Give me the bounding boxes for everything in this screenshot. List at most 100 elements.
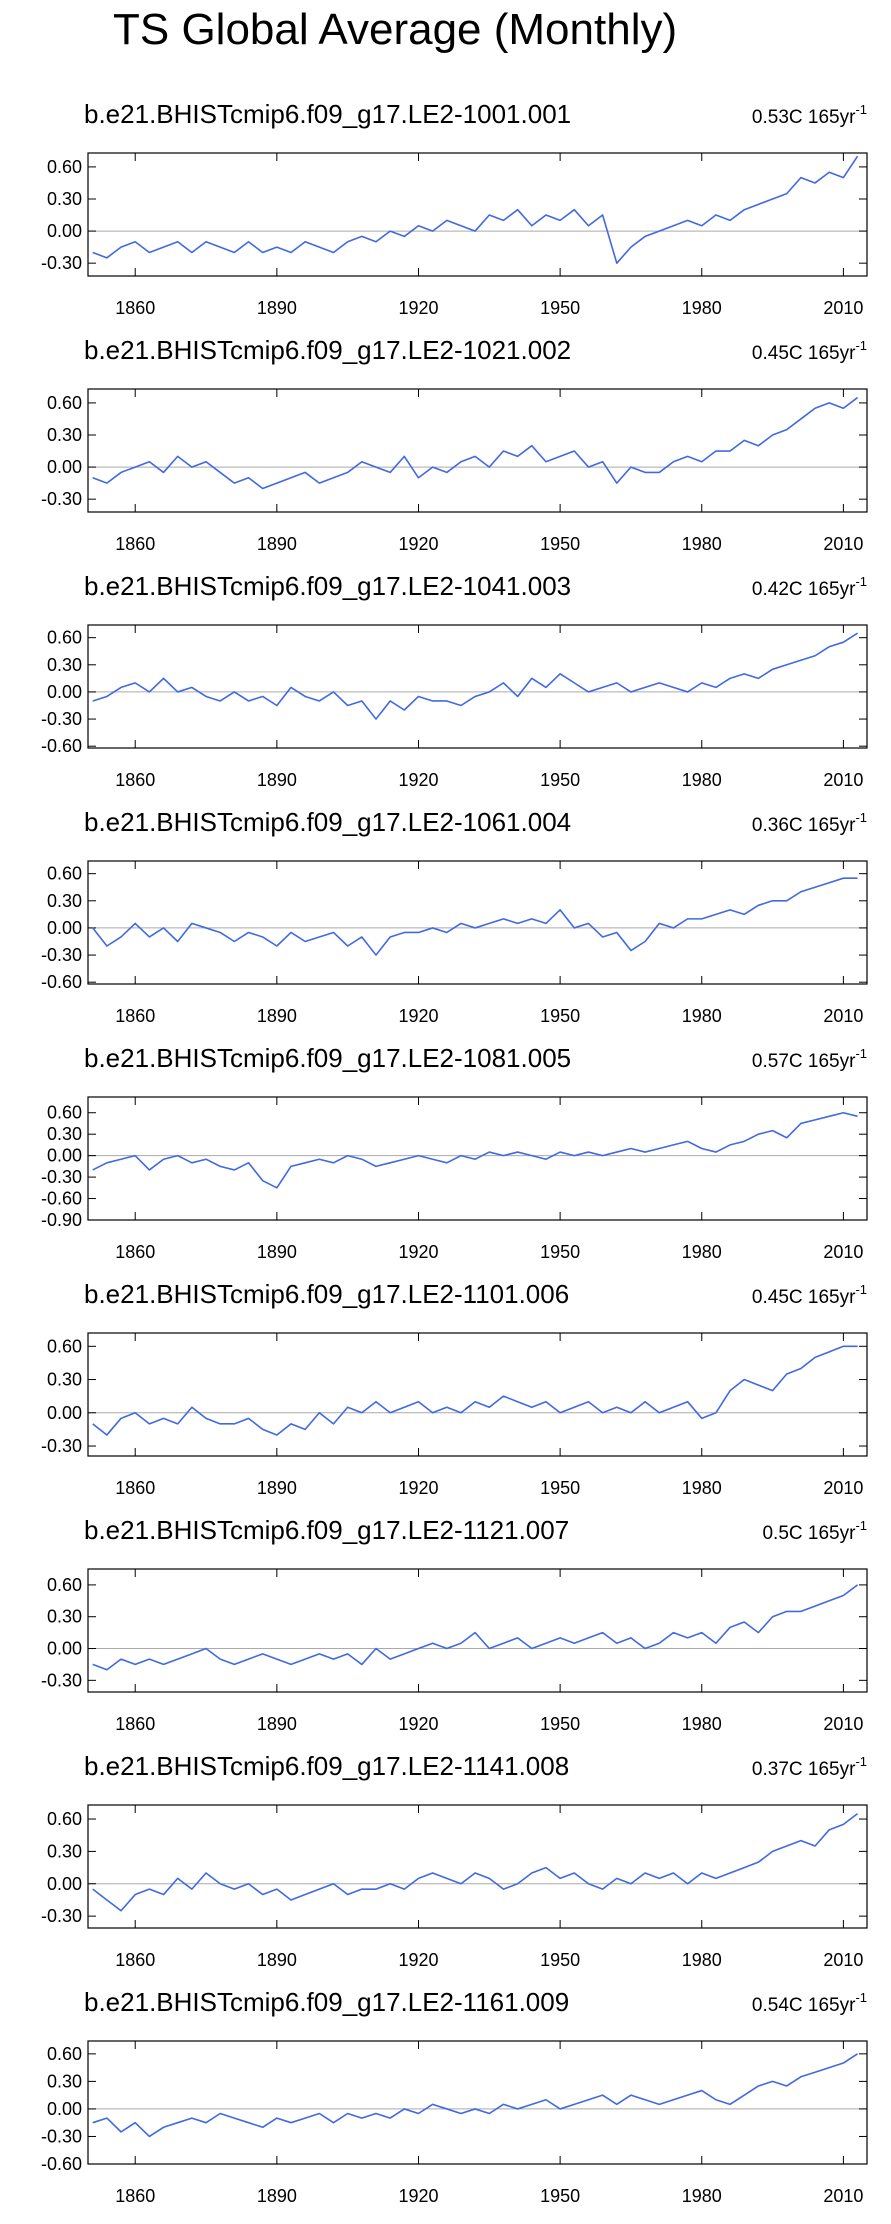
trend-text: 0.53C 165yr [752,107,856,128]
trend-exponent: -1 [855,1754,867,1769]
x-tick-label: 1980 [682,1478,722,1498]
x-tick-label: 1950 [540,534,580,554]
y-tick-label: 0.30 [47,655,82,675]
y-tick-label: 0.00 [47,1403,82,1423]
y-tick-label: 0.60 [47,157,82,177]
x-tick-label: 1980 [682,534,722,554]
data-line [92,1345,858,1436]
panel-title: b.e21.BHISTcmip6.f09_g17.LE2-1081.005 [84,1043,571,1073]
x-tick-label: 1920 [398,1006,438,1026]
x-tick-label: 1920 [398,1242,438,1262]
x-tick-label: 1860 [115,534,155,554]
y-tick-label: 0.60 [47,1575,82,1595]
y-tick-label: -0.60 [41,1189,82,1209]
trend-label: 0.36C 165yr-1 [752,810,867,836]
trend-text: 0.54C 165yr [752,1995,856,2016]
x-tick-label: 1860 [115,298,155,318]
trend-exponent: -1 [855,1046,867,1061]
panel: b.e21.BHISTcmip6.f09_g17.LE2-1161.009 0.5… [41,1987,868,2206]
x-tick-label: 1890 [257,1006,297,1026]
x-tick-label: 1950 [540,1714,580,1734]
y-tick-label: 0.60 [47,1809,82,1829]
x-tick-label: 2010 [823,298,863,318]
x-tick-label: 2010 [823,1006,863,1026]
y-tick-label: -0.60 [41,972,82,992]
y-tick-label: 0.00 [47,918,82,938]
trend-label: 0.53C 165yr-1 [752,102,867,128]
x-tick-label: 1950 [540,1950,580,1970]
x-tick-label: 1860 [115,1006,155,1026]
y-tick-label: 0.30 [47,425,82,445]
trend-exponent: -1 [855,1282,867,1297]
x-tick-label: 1890 [257,1714,297,1734]
plot-frame [87,1332,868,1457]
y-tick-label: 0.00 [47,1639,82,1659]
x-tick-label: 1920 [398,770,438,790]
trend-label: 0.54C 165yr-1 [752,1990,867,2016]
y-tick-label: 0.30 [47,1607,82,1627]
x-tick-label: 1980 [682,1950,722,1970]
trend-text: 0.37C 165yr [752,1759,856,1780]
y-tick-label: 0.00 [47,1874,82,1894]
trend-label: 0.57C 165yr-1 [752,1046,867,1072]
x-tick-label: 1950 [540,298,580,318]
trend-exponent: -1 [855,574,867,589]
data-line [92,1812,859,1912]
trend-text: 0.45C 165yr [752,1287,856,1308]
y-tick-label: -0.30 [41,1436,82,1456]
y-tick-label: 0.00 [47,2099,82,2119]
y-tick-label: -0.30 [41,489,82,509]
x-tick-label: 1920 [398,1478,438,1498]
y-tick-label: 0.30 [47,2071,82,2091]
panel: b.e21.BHISTcmip6.f09_g17.LE2-1121.007 0.5… [41,1515,868,1734]
y-tick-label: 0.60 [47,2044,82,2064]
x-tick-label: 1890 [257,1478,297,1498]
y-tick-label: -0.30 [41,945,82,965]
x-tick-label: 1950 [540,1478,580,1498]
data-line [92,877,858,956]
data-line [92,2053,858,2138]
plot-frame [87,1804,868,1929]
x-tick-label: 1920 [398,2186,438,2206]
x-tick-label: 1860 [115,1242,155,1262]
trend-label: 0.42C 165yr-1 [752,574,867,600]
panel-title: b.e21.BHISTcmip6.f09_g17.LE2-1121.007 [84,1515,569,1545]
y-tick-label: -0.60 [41,2154,82,2174]
x-tick-label: 1920 [398,1714,438,1734]
panel: b.e21.BHISTcmip6.f09_g17.LE2-1041.003 0.4… [41,571,868,790]
y-tick-label: 0.60 [47,628,82,648]
x-tick-label: 1860 [115,1714,155,1734]
y-tick-label: 0.30 [47,1841,82,1861]
trend-text: 0.5C 165yr [762,1523,856,1544]
plot-frame [87,1568,868,1693]
panel: b.e21.BHISTcmip6.f09_g17.LE2-1101.006 0.4… [41,1279,868,1498]
y-tick-label: 0.30 [47,891,82,911]
y-tick-label: 0.30 [47,1370,82,1390]
x-tick-label: 2010 [823,770,863,790]
x-tick-label: 1920 [398,1950,438,1970]
panel: b.e21.BHISTcmip6.f09_g17.LE2-1021.002 0.4… [41,335,868,554]
panel-title: b.e21.BHISTcmip6.f09_g17.LE2-1041.003 [84,571,571,601]
y-tick-label: -0.30 [41,1906,82,1926]
panel-title: b.e21.BHISTcmip6.f09_g17.LE2-1141.008 [84,1751,569,1781]
y-tick-label: -0.60 [41,736,82,756]
x-tick-label: 1890 [257,1242,297,1262]
data-line [92,155,859,264]
y-tick-label: -0.90 [41,1210,82,1230]
data-line [92,632,858,720]
y-tick-label: 0.00 [47,682,82,702]
trend-text: 0.42C 165yr [752,579,856,600]
trend-text: 0.36C 165yr [752,815,856,836]
trend-label: 0.45C 165yr-1 [752,1282,867,1308]
panel-title: b.e21.BHISTcmip6.f09_g17.LE2-1001.001 [84,99,571,129]
plot-frame [87,860,868,985]
y-tick-label: 0.00 [47,1146,82,1166]
y-tick-label: 0.60 [47,864,82,884]
plot-frame [87,152,868,277]
trend-exponent: -1 [855,338,867,353]
y-tick-label: 0.60 [47,393,82,413]
x-tick-label: 2010 [823,1242,863,1262]
x-tick-label: 1860 [115,1478,155,1498]
